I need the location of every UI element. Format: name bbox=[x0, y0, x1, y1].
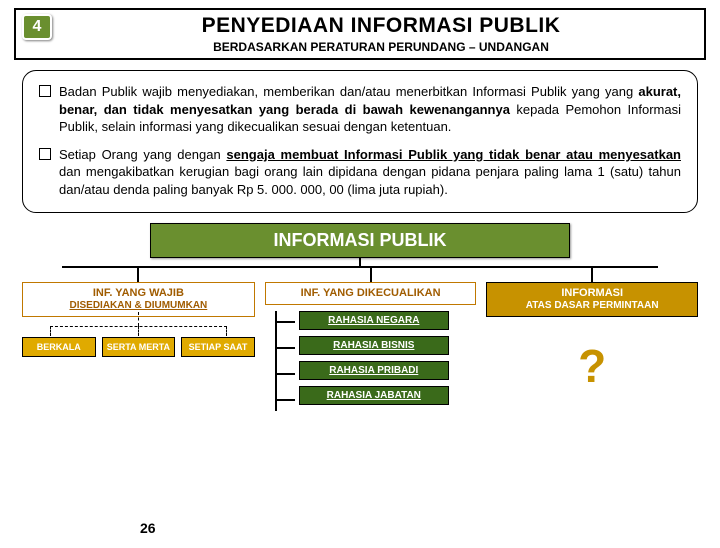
question-mark: ? bbox=[562, 339, 622, 393]
page-number: 26 bbox=[140, 520, 156, 536]
slide-number-badge: 4 bbox=[22, 14, 52, 40]
title: PENYEDIAAN INFORMASI PUBLIK bbox=[64, 14, 698, 38]
rahasia-pribadi: RAHASIA PRIBADI bbox=[299, 361, 449, 380]
cat-permintaan: INFORMASI ATAS DASAR PERMINTAAN bbox=[486, 282, 698, 317]
bullet-2-text: Setiap Orang yang dengan sengaja membuat… bbox=[59, 146, 681, 199]
sub-sertamerta: SERTA MERTA bbox=[102, 337, 176, 357]
checkbox-icon bbox=[39, 85, 51, 97]
rahasia-list: RAHASIA NEGARA RAHASIA BISNIS RAHASIA PR… bbox=[299, 311, 477, 405]
col-left: INF. YANG WAJIB DISEDIAKAN & DIUMUMKAN B… bbox=[22, 274, 255, 357]
bullet-1: Badan Publik wajib menyediakan, memberik… bbox=[39, 83, 681, 136]
connector-t bbox=[22, 258, 698, 274]
bullet-1-text: Badan Publik wajib menyediakan, memberik… bbox=[59, 83, 681, 136]
rahasia-bisnis: RAHASIA BISNIS bbox=[299, 336, 449, 355]
col-mid: INF. YANG DIKECUALIKAN RAHASIA NEGARA RA… bbox=[265, 274, 477, 427]
sub-berkala: BERKALA bbox=[22, 337, 96, 357]
sub-row: BERKALA SERTA MERTA SETIAP SAAT bbox=[22, 337, 255, 357]
subtitle: BERDASARKAN PERATURAN PERUNDANG – UNDANG… bbox=[64, 40, 698, 54]
section-title: INFORMASI PUBLIK bbox=[150, 223, 570, 258]
col-right: INFORMASI ATAS DASAR PERMINTAAN ? bbox=[486, 274, 698, 393]
bullets-box: Badan Publik wajib menyediakan, memberik… bbox=[22, 70, 698, 213]
rahasia-negara: RAHASIA NEGARA bbox=[299, 311, 449, 330]
cat-dikecualikan: INF. YANG DIKECUALIKAN bbox=[265, 282, 477, 305]
title-block: PENYEDIAAN INFORMASI PUBLIK BERDASARKAN … bbox=[64, 14, 698, 54]
rahasia-jabatan: RAHASIA JABATAN bbox=[299, 386, 449, 405]
header: 4 PENYEDIAAN INFORMASI PUBLIK BERDASARKA… bbox=[14, 8, 706, 60]
bullet-2: Setiap Orang yang dengan sengaja membuat… bbox=[39, 146, 681, 199]
sub-setiapsaat: SETIAP SAAT bbox=[181, 337, 255, 357]
diagram-columns: INF. YANG WAJIB DISEDIAKAN & DIUMUMKAN B… bbox=[22, 274, 698, 427]
checkbox-icon bbox=[39, 148, 51, 160]
